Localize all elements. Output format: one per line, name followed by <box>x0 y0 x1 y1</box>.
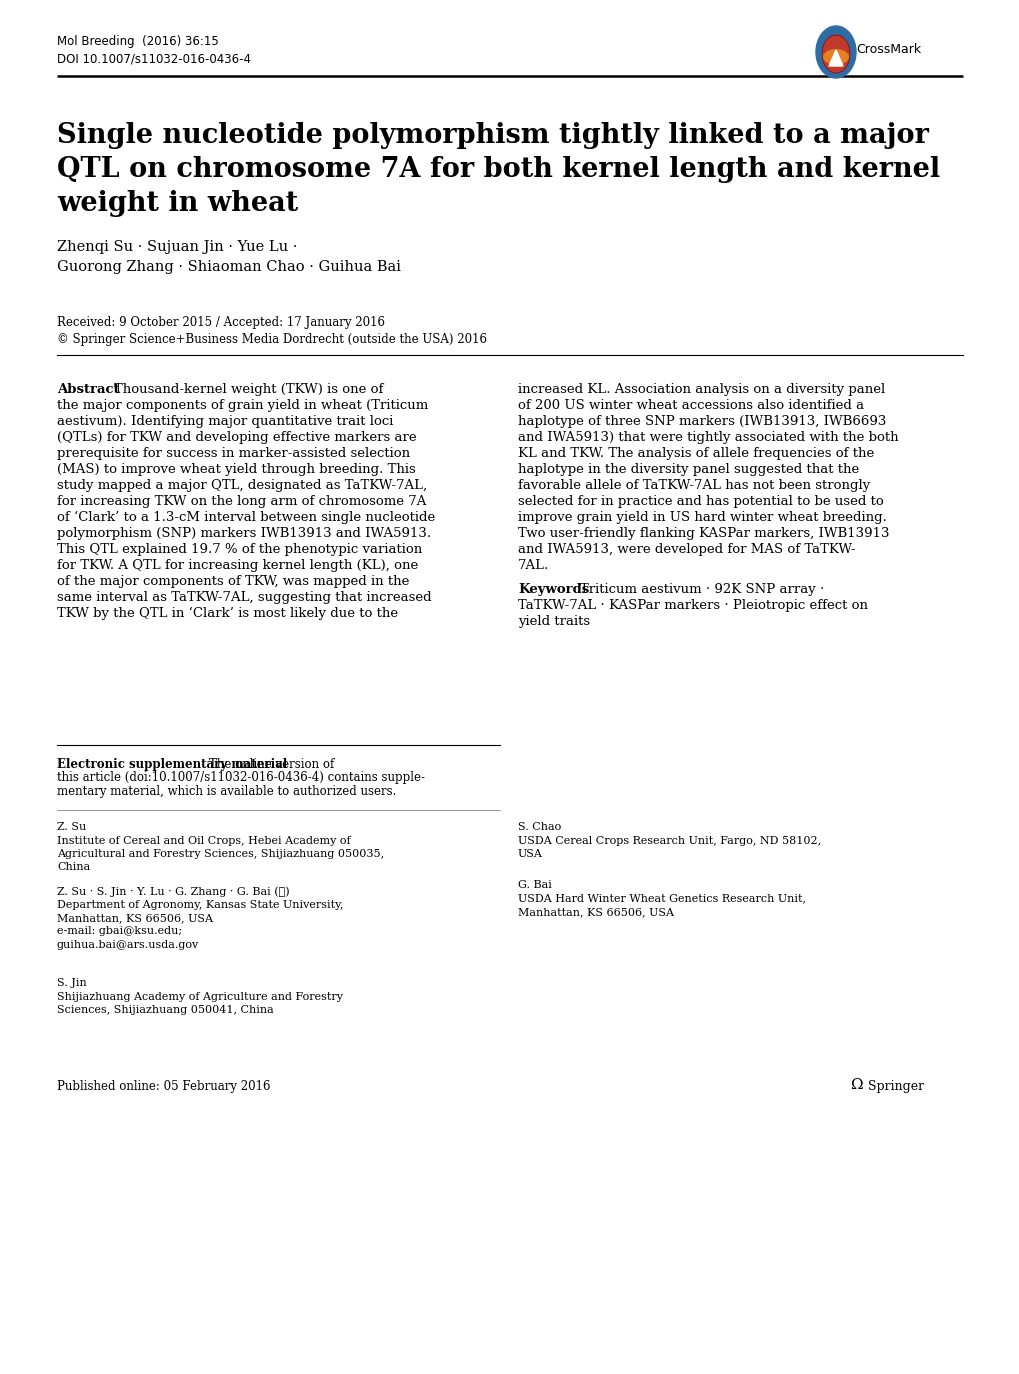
Text: guihua.bai@ars.usda.gov: guihua.bai@ars.usda.gov <box>57 940 199 949</box>
Text: Z. Su: Z. Su <box>57 822 87 833</box>
Text: Institute of Cereal and Oil Crops, Hebei Academy of: Institute of Cereal and Oil Crops, Hebei… <box>57 835 351 845</box>
Text: USDA Cereal Crops Research Unit, Fargo, ND 58102,: USDA Cereal Crops Research Unit, Fargo, … <box>518 835 820 845</box>
Text: © Springer Science+Business Media Dordrecht (outside the USA) 2016: © Springer Science+Business Media Dordre… <box>57 333 486 346</box>
Ellipse shape <box>822 49 848 65</box>
Text: Triticum aestivum · 92K SNP array ·: Triticum aestivum · 92K SNP array · <box>580 583 823 596</box>
Text: favorable allele of TaTKW-7AL has not been strongly: favorable allele of TaTKW-7AL has not be… <box>518 480 869 492</box>
Text: Z. Su · S. Jin · Y. Lu · G. Zhang · G. Bai (✉): Z. Su · S. Jin · Y. Lu · G. Zhang · G. B… <box>57 886 289 897</box>
Text: study mapped a major QTL, designated as TaTKW-7AL,: study mapped a major QTL, designated as … <box>57 480 427 492</box>
Text: of the major components of TKW, was mapped in the: of the major components of TKW, was mapp… <box>57 574 409 588</box>
Text: S. Jin: S. Jin <box>57 978 87 988</box>
Text: mentary material, which is available to authorized users.: mentary material, which is available to … <box>57 785 396 798</box>
Text: increased KL. Association analysis on a diversity panel: increased KL. Association analysis on a … <box>518 383 884 396</box>
Text: Keywords: Keywords <box>518 583 589 596</box>
Text: haplotype in the diversity panel suggested that the: haplotype in the diversity panel suggest… <box>518 463 858 475</box>
Text: e-mail: gbai@ksu.edu;: e-mail: gbai@ksu.edu; <box>57 926 182 937</box>
Text: yield traits: yield traits <box>518 616 590 628</box>
Text: Received: 9 October 2015 / Accepted: 17 January 2016: Received: 9 October 2015 / Accepted: 17 … <box>57 316 384 328</box>
Text: haplotype of three SNP markers (IWB13913, IWB6693: haplotype of three SNP markers (IWB13913… <box>518 415 886 427</box>
Text: the major components of grain yield in wheat (Triticum: the major components of grain yield in w… <box>57 398 428 412</box>
Text: This QTL explained 19.7 % of the phenotypic variation: This QTL explained 19.7 % of the phenoty… <box>57 543 422 556</box>
Text: (QTLs) for TKW and developing effective markers are: (QTLs) for TKW and developing effective … <box>57 431 416 444</box>
Text: selected for in practice and has potential to be used to: selected for in practice and has potenti… <box>518 495 882 508</box>
Text: weight in wheat: weight in wheat <box>57 190 298 217</box>
Text: CrossMark: CrossMark <box>855 43 920 56</box>
Text: for TKW. A QTL for increasing kernel length (KL), one: for TKW. A QTL for increasing kernel len… <box>57 559 418 572</box>
Polygon shape <box>828 49 842 66</box>
Text: and IWA5913) that were tightly associated with the both: and IWA5913) that were tightly associate… <box>518 431 898 444</box>
Ellipse shape <box>815 26 855 78</box>
Text: DOI 10.1007/s11032-016-0436-4: DOI 10.1007/s11032-016-0436-4 <box>57 54 251 66</box>
Text: USA: USA <box>518 849 542 859</box>
Text: S. Chao: S. Chao <box>518 822 560 833</box>
Text: Abstract: Abstract <box>57 383 119 396</box>
Ellipse shape <box>821 34 849 73</box>
Text: Thousand-kernel weight (TKW) is one of: Thousand-kernel weight (TKW) is one of <box>114 383 383 396</box>
Text: Zhenqi Su · Sujuan Jin · Yue Lu ·: Zhenqi Su · Sujuan Jin · Yue Lu · <box>57 240 298 254</box>
Text: aestivum). Identifying major quantitative trait loci: aestivum). Identifying major quantitativ… <box>57 415 393 427</box>
Text: TKW by the QTL in ‘Clark’ is most likely due to the: TKW by the QTL in ‘Clark’ is most likely… <box>57 607 397 620</box>
Text: Sciences, Shijiazhuang 050041, China: Sciences, Shijiazhuang 050041, China <box>57 1004 273 1015</box>
Text: of 200 US winter wheat accessions also identified a: of 200 US winter wheat accessions also i… <box>518 398 863 412</box>
Text: (MAS) to improve wheat yield through breeding. This: (MAS) to improve wheat yield through bre… <box>57 463 416 475</box>
Text: Mol Breeding  (2016) 36:15: Mol Breeding (2016) 36:15 <box>57 34 218 48</box>
Text: Department of Agronomy, Kansas State University,: Department of Agronomy, Kansas State Uni… <box>57 900 343 910</box>
Text: Two user-friendly flanking KASPar markers, IWB13913: Two user-friendly flanking KASPar marker… <box>518 528 889 540</box>
Text: G. Bai: G. Bai <box>518 879 551 890</box>
Text: Springer: Springer <box>867 1080 923 1092</box>
Text: The online version of: The online version of <box>209 758 334 771</box>
Text: this article (doi:10.1007/s11032-016-0436-4) contains supple-: this article (doi:10.1007/s11032-016-043… <box>57 771 425 785</box>
Text: QTL on chromosome 7A for both kernel length and kernel: QTL on chromosome 7A for both kernel len… <box>57 157 940 183</box>
Text: Ω: Ω <box>849 1079 862 1092</box>
Text: TaTKW-7AL · KASPar markers · Pleiotropic effect on: TaTKW-7AL · KASPar markers · Pleiotropic… <box>518 599 867 611</box>
Text: KL and TKW. The analysis of allele frequencies of the: KL and TKW. The analysis of allele frequ… <box>518 447 873 460</box>
Text: Manhattan, KS 66506, USA: Manhattan, KS 66506, USA <box>518 907 674 916</box>
Text: same interval as TaTKW-7AL, suggesting that increased: same interval as TaTKW-7AL, suggesting t… <box>57 591 431 605</box>
Text: USDA Hard Winter Wheat Genetics Research Unit,: USDA Hard Winter Wheat Genetics Research… <box>518 893 805 904</box>
Text: 7AL.: 7AL. <box>518 559 548 572</box>
Text: Single nucleotide polymorphism tightly linked to a major: Single nucleotide polymorphism tightly l… <box>57 122 928 148</box>
Text: Electronic supplementary material: Electronic supplementary material <box>57 758 287 771</box>
Text: and IWA5913, were developed for MAS of TaTKW-: and IWA5913, were developed for MAS of T… <box>518 543 855 556</box>
Text: Published online: 05 February 2016: Published online: 05 February 2016 <box>57 1080 270 1092</box>
Text: China: China <box>57 863 90 872</box>
Text: improve grain yield in US hard winter wheat breeding.: improve grain yield in US hard winter wh… <box>518 511 886 523</box>
Text: prerequisite for success in marker-assisted selection: prerequisite for success in marker-assis… <box>57 447 410 460</box>
Text: Shijiazhuang Academy of Agriculture and Forestry: Shijiazhuang Academy of Agriculture and … <box>57 992 342 1002</box>
Text: polymorphism (SNP) markers IWB13913 and IWA5913.: polymorphism (SNP) markers IWB13913 and … <box>57 528 431 540</box>
Text: for increasing TKW on the long arm of chromosome 7A: for increasing TKW on the long arm of ch… <box>57 495 426 508</box>
Text: Guorong Zhang · Shiaoman Chao · Guihua Bai: Guorong Zhang · Shiaoman Chao · Guihua B… <box>57 260 400 273</box>
Text: Manhattan, KS 66506, USA: Manhattan, KS 66506, USA <box>57 912 213 923</box>
Text: Agricultural and Forestry Sciences, Shijiazhuang 050035,: Agricultural and Forestry Sciences, Shij… <box>57 849 384 859</box>
Text: of ‘Clark’ to a 1.3-cM interval between single nucleotide: of ‘Clark’ to a 1.3-cM interval between … <box>57 511 435 525</box>
